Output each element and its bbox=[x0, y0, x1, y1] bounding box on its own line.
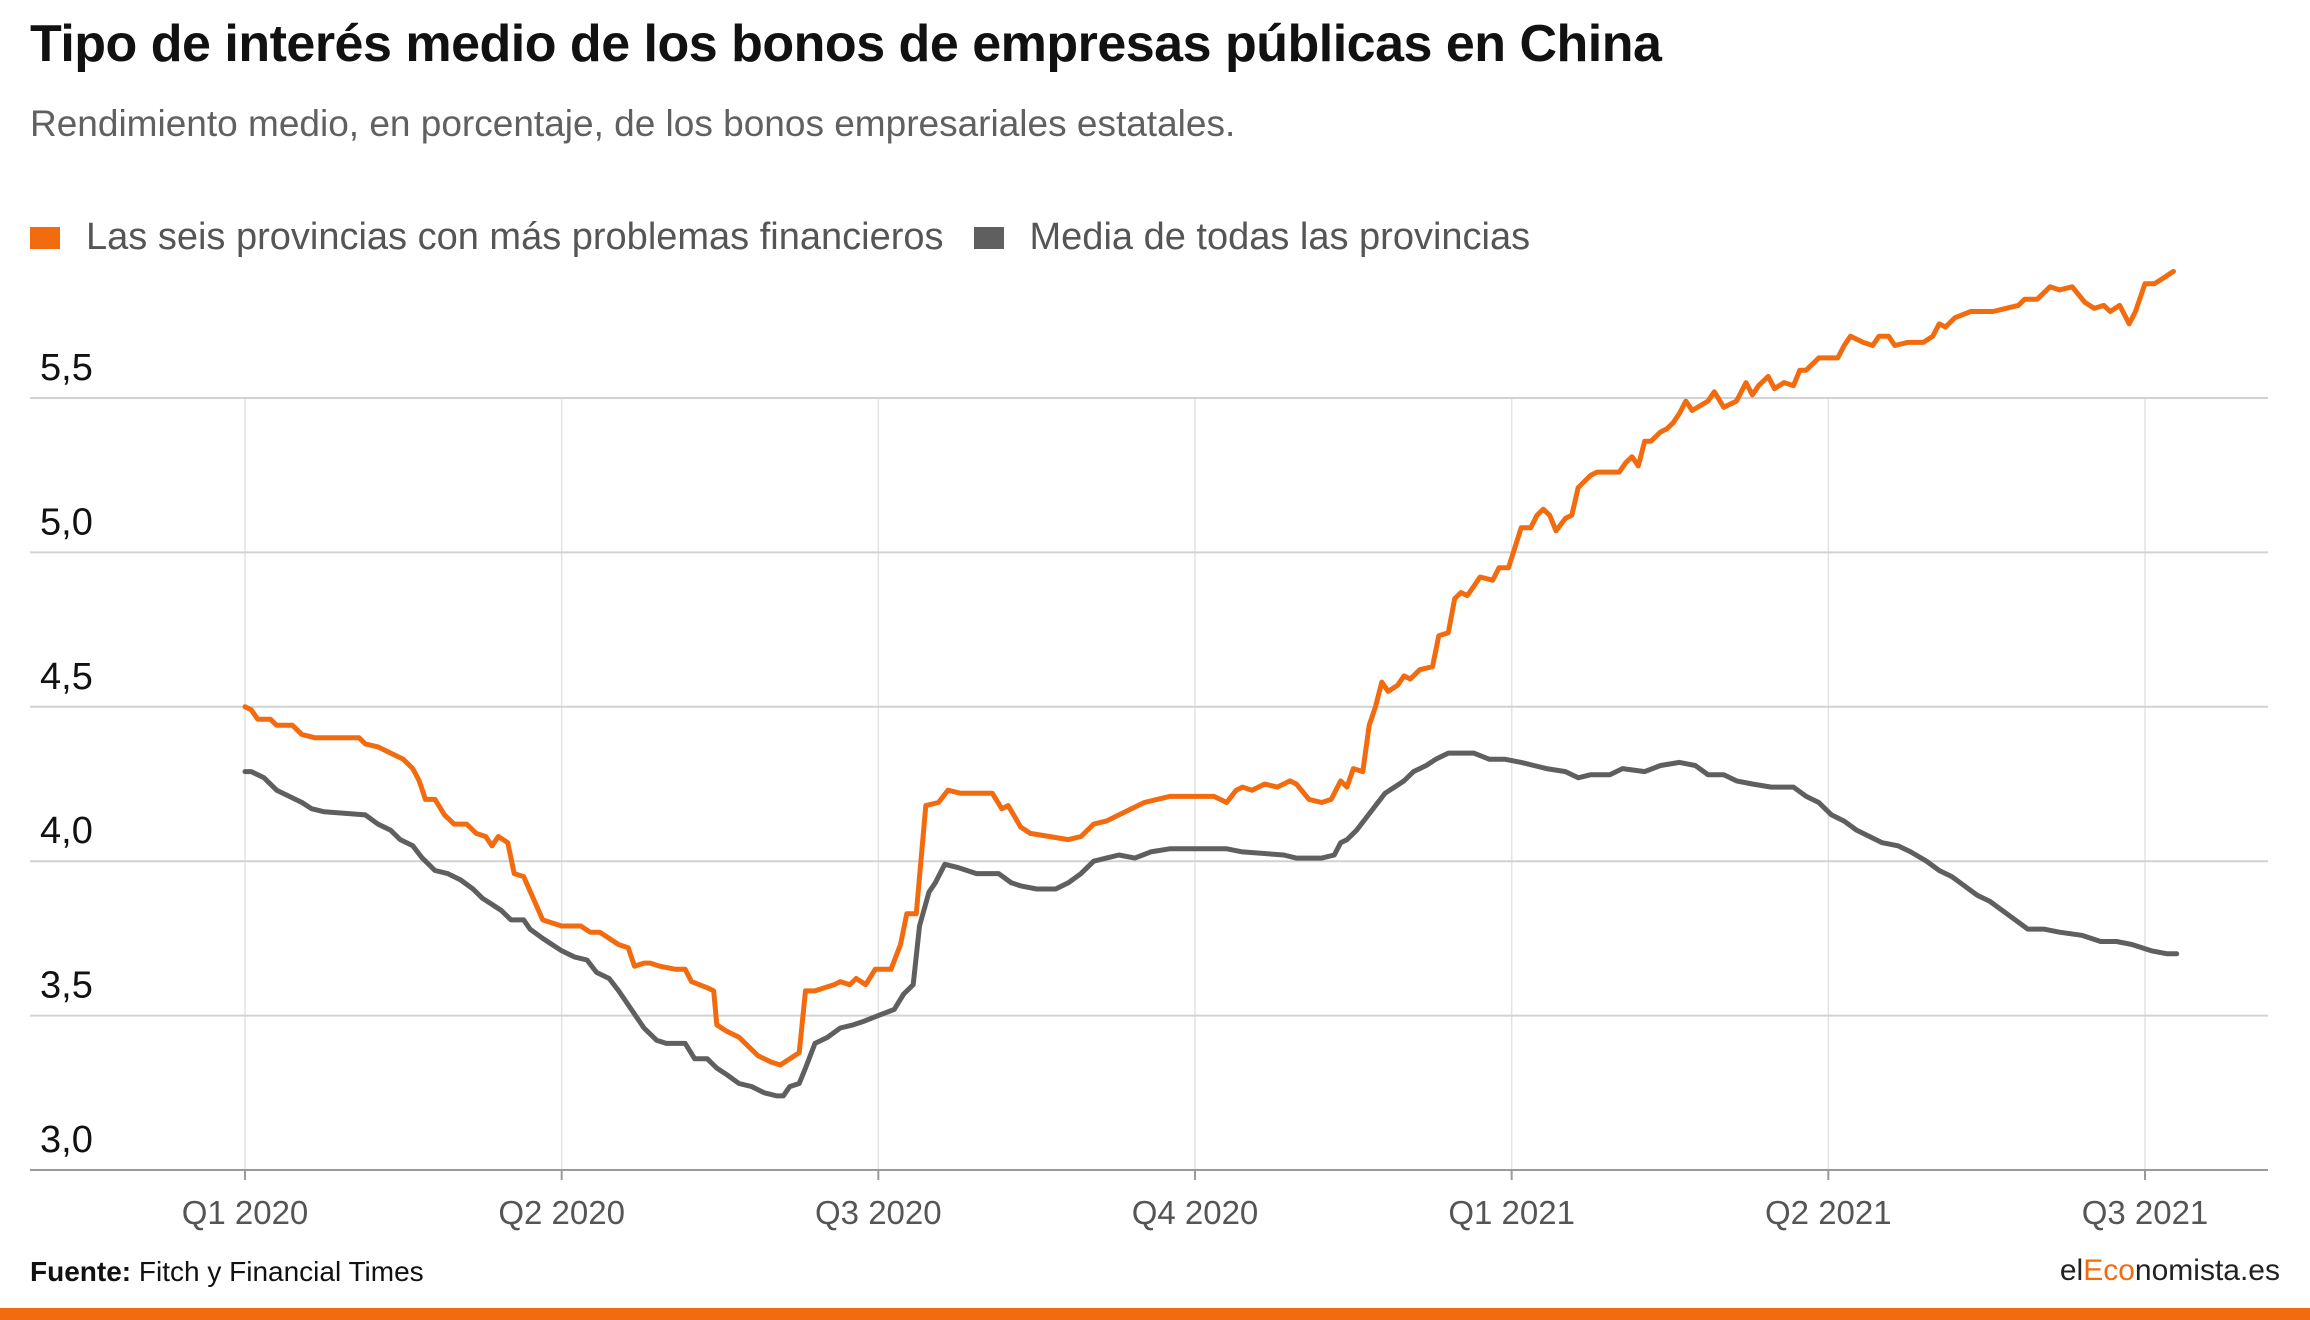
x-tick-label-0: Q1 2020 bbox=[182, 1194, 309, 1231]
legend-swatch-orange bbox=[30, 226, 60, 249]
chart-subtitle: Rendimiento medio, en porcentaje, de los… bbox=[30, 103, 1236, 144]
brand-accent: Eco bbox=[2083, 1254, 2135, 1287]
chart-title: Tipo de interés medio de los bonos de em… bbox=[30, 15, 1662, 73]
y-tick-label-1: 3,5 bbox=[40, 965, 93, 1007]
legend-item-orange: Las seis provincias con más problemas fi… bbox=[30, 216, 944, 259]
legend-item-gray: Media de todas las provincias bbox=[973, 216, 1531, 259]
brand-logo: elEconomista.es bbox=[2060, 1254, 2280, 1288]
source-label: Fuente: bbox=[30, 1256, 132, 1287]
x-tick-label-2: Q3 2020 bbox=[815, 1194, 942, 1231]
brand-prefix: el bbox=[2059, 1254, 2084, 1287]
x-tick-label-6: Q3 2021 bbox=[2082, 1194, 2209, 1231]
y-tick-label-3: 4,5 bbox=[40, 656, 93, 698]
source-text: Fitch y Financial Times bbox=[138, 1256, 424, 1287]
y-tick-label-4: 5,0 bbox=[40, 501, 93, 543]
x-tick-label-5: Q2 2021 bbox=[1765, 1194, 1892, 1231]
x-tick-label-4: Q1 2021 bbox=[1448, 1194, 1575, 1231]
y-tick-label-2: 4,0 bbox=[40, 810, 93, 852]
series-line-1 bbox=[242, 750, 2180, 1099]
brand-suffix: nomista.es bbox=[2134, 1254, 2280, 1287]
x-tick-label-3: Q4 2020 bbox=[1132, 1194, 1259, 1231]
series-line-0 bbox=[242, 268, 2176, 1068]
bottom-accent-bar bbox=[0, 1308, 2310, 1320]
y-tick-label-5: 5,5 bbox=[40, 347, 93, 389]
legend: Las seis provincias con más problemas fi… bbox=[30, 216, 1560, 259]
legend-label-gray: Media de todas las provincias bbox=[1029, 216, 1531, 258]
x-tick-label-1: Q2 2020 bbox=[498, 1194, 625, 1231]
legend-swatch-gray bbox=[973, 226, 1004, 249]
legend-label-orange: Las seis provincias con más problemas fi… bbox=[86, 216, 944, 258]
y-tick-label-0: 3,0 bbox=[40, 1119, 93, 1161]
source-note: Fuente: Fitch y Financial Times bbox=[30, 1256, 424, 1288]
